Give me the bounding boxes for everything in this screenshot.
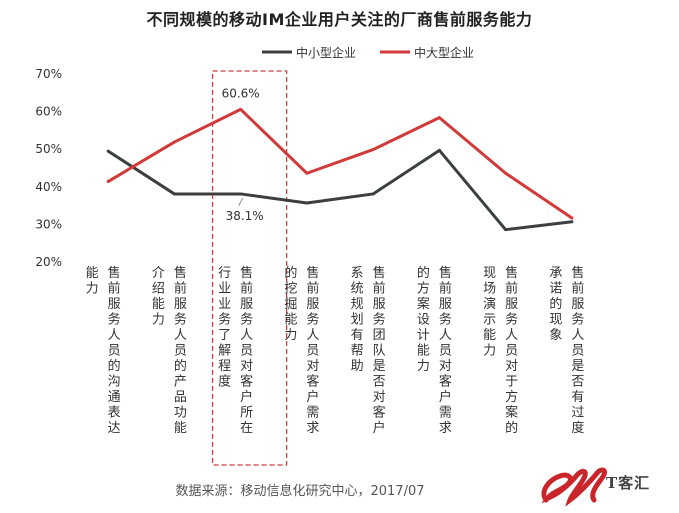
data-label: 60.6% bbox=[222, 86, 260, 100]
y-tick-label: 70% bbox=[35, 67, 62, 81]
data-point bbox=[504, 171, 508, 175]
data-point bbox=[305, 171, 309, 175]
x-tick-label: 系统规划有帮助 bbox=[351, 266, 364, 374]
data-point bbox=[172, 140, 176, 144]
y-tick-label: 40% bbox=[35, 180, 62, 194]
data-point bbox=[239, 107, 243, 111]
data-point bbox=[437, 148, 441, 152]
x-tick-label: 售前服务人员对于方案的 bbox=[505, 265, 518, 436]
x-tick-label: 售前服务人员的沟通表达 bbox=[108, 265, 121, 436]
data-point bbox=[305, 201, 309, 205]
brand-logo-text: T客汇 bbox=[606, 474, 651, 492]
data-point bbox=[371, 148, 375, 152]
series-line bbox=[107, 148, 573, 232]
x-tick-label: 现场演示能力 bbox=[483, 266, 496, 359]
source-note: 数据来源：移动信息化研究中心，2017/07 bbox=[175, 484, 425, 499]
x-tick-label: 介绍能力 bbox=[152, 266, 165, 328]
x-tick-label: 售前服务人员对客户所在 bbox=[240, 265, 253, 436]
x-tick-label: 能力 bbox=[86, 266, 99, 297]
data-point bbox=[504, 228, 508, 232]
data-point bbox=[239, 192, 243, 196]
chart-title: 不同规模的移动IM企业用户关注的厂商售前服务能力 bbox=[146, 10, 533, 29]
y-tick-label: 60% bbox=[35, 105, 62, 119]
data-point bbox=[106, 180, 110, 184]
data-point bbox=[106, 149, 110, 153]
data-point bbox=[437, 116, 441, 120]
data-point bbox=[570, 220, 574, 224]
x-tick-label: 承诺的现象 bbox=[549, 266, 562, 343]
x-tick-label: 售前服务人员对客户需求 bbox=[439, 265, 452, 436]
x-tick-label: 售前服务人员对客户需求 bbox=[306, 265, 319, 436]
data-point bbox=[371, 192, 375, 196]
legend-label: 中大型企业 bbox=[414, 45, 474, 60]
x-tick-label: 行业业务了解程度 bbox=[218, 266, 231, 390]
y-tick-label: 20% bbox=[35, 255, 62, 269]
y-tick-label: 30% bbox=[35, 217, 62, 231]
brand-logo bbox=[541, 467, 607, 507]
x-tick-label: 售前服务人员的产品功能 bbox=[174, 265, 187, 436]
x-tick-label: 的挖掘能力 bbox=[284, 265, 297, 343]
data-point bbox=[570, 216, 574, 220]
data-label-leader bbox=[238, 197, 244, 207]
x-tick-label: 售前服务团队是否对客户 bbox=[373, 265, 386, 436]
series-line bbox=[107, 107, 573, 220]
x-tick-label: 的方案设计能力 bbox=[417, 265, 430, 374]
data-point bbox=[172, 192, 176, 196]
x-tick-label: 售前服务人员是否有过度 bbox=[571, 265, 584, 436]
legend-label: 中小型企业 bbox=[296, 45, 356, 60]
data-label: 38.1% bbox=[226, 209, 264, 223]
highlight-box bbox=[212, 70, 288, 466]
y-tick-label: 50% bbox=[35, 142, 62, 156]
